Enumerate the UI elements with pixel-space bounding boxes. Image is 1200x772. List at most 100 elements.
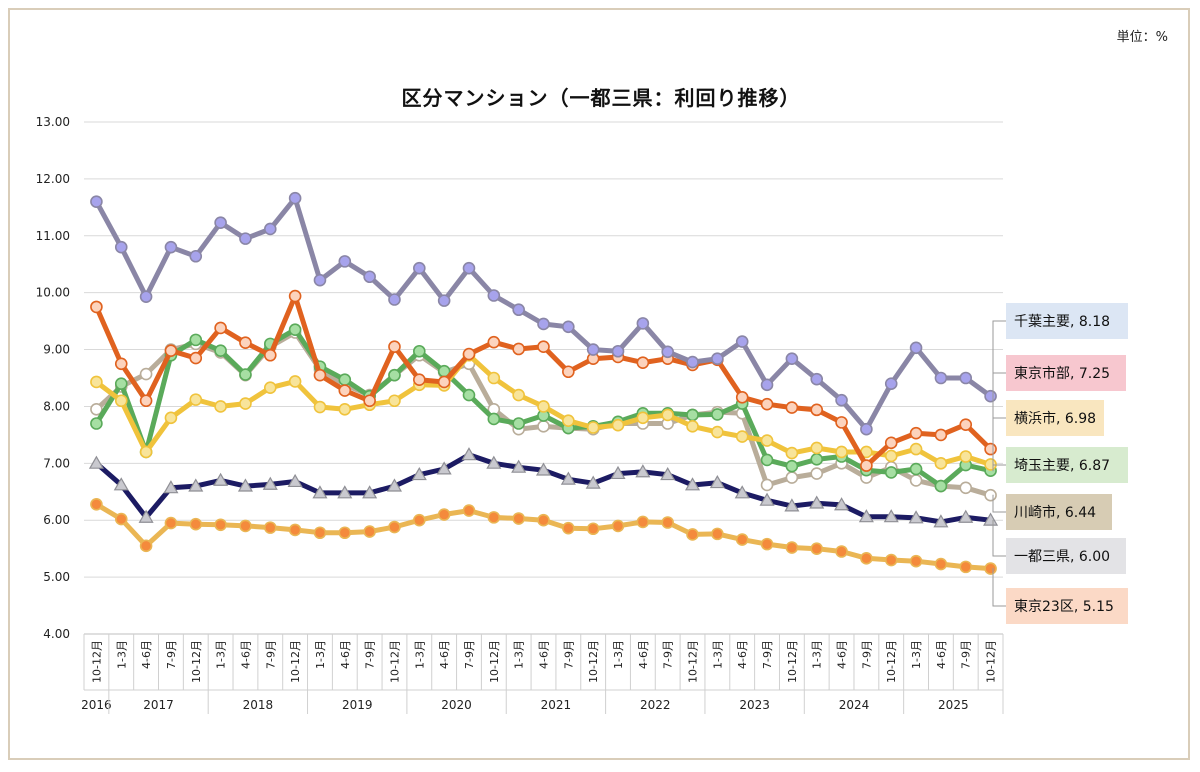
data-point xyxy=(214,344,227,357)
data-point xyxy=(810,441,824,455)
data-point xyxy=(984,562,997,575)
data-point xyxy=(263,348,277,362)
callout-label: 千葉主要, 8.18 xyxy=(1014,314,1110,330)
year-label: 2022 xyxy=(640,698,671,712)
data-point xyxy=(537,340,550,354)
data-point xyxy=(239,368,252,381)
callout-label: 東京市部, 7.25 xyxy=(1014,365,1110,382)
x-tick-label: 1-3月 xyxy=(513,640,526,669)
data-point xyxy=(189,393,203,406)
data-point xyxy=(635,464,651,478)
data-point xyxy=(686,408,699,422)
data-point xyxy=(809,495,825,509)
data-point xyxy=(263,381,277,394)
data-point xyxy=(189,333,203,347)
data-point xyxy=(163,480,179,494)
data-point xyxy=(958,509,974,523)
y-tick-label: 6.00 xyxy=(43,513,70,527)
x-tick-label: 4-6月 xyxy=(438,640,451,669)
data-point xyxy=(908,510,924,524)
callout-一都三県: 一都三県, 6.00 xyxy=(992,519,1126,574)
data-point xyxy=(413,373,426,387)
x-tick-label: 7-9月 xyxy=(264,640,277,669)
data-point xyxy=(611,418,625,432)
x-tick-label: 7-9月 xyxy=(860,640,873,669)
data-point xyxy=(860,552,873,565)
x-tick-label: 1-3月 xyxy=(413,640,426,669)
data-point xyxy=(983,512,999,526)
data-point xyxy=(636,356,650,369)
x-tick-label: 10-12月 xyxy=(488,640,501,683)
data-point xyxy=(735,430,749,443)
data-point xyxy=(835,445,848,459)
data-point xyxy=(288,191,302,205)
data-point xyxy=(636,411,650,425)
data-point xyxy=(462,261,476,275)
data-point xyxy=(288,323,302,336)
data-point xyxy=(934,557,948,571)
data-point xyxy=(735,533,749,546)
data-point xyxy=(338,384,352,397)
x-tick-label: 10-12月 xyxy=(985,640,998,683)
data-point xyxy=(934,457,948,470)
data-point xyxy=(338,402,352,416)
data-point xyxy=(436,461,452,475)
data-point xyxy=(760,397,774,411)
data-point xyxy=(486,455,502,469)
axes: 4.00 5.00 6.00 7.00 8.00 9.00 10.00 11.00 12.00 1… xyxy=(36,115,1004,714)
data-point xyxy=(660,467,676,481)
data-point xyxy=(785,541,799,554)
data-point xyxy=(90,402,103,416)
data-point xyxy=(363,394,376,408)
data-point xyxy=(984,488,997,502)
y-tick-label: 4.00 xyxy=(43,627,70,641)
data-point xyxy=(164,344,178,357)
data-point xyxy=(188,478,204,492)
callout-東京市部: 東京市部, 7.25 xyxy=(992,355,1126,450)
data-point xyxy=(363,525,376,538)
callout-leader xyxy=(992,568,1006,607)
data-point xyxy=(337,485,353,499)
callout-leader xyxy=(992,519,1006,557)
data-point xyxy=(263,521,277,534)
data-point xyxy=(562,414,575,427)
data-point xyxy=(537,513,550,527)
series-line xyxy=(93,195,994,432)
data-point xyxy=(760,434,774,447)
data-point xyxy=(487,335,501,349)
callout-leader xyxy=(992,494,1006,513)
x-tick-label: 4-6月 xyxy=(239,640,252,669)
data-point xyxy=(535,462,552,476)
data-point xyxy=(686,528,699,541)
data-point xyxy=(90,300,103,314)
data-point xyxy=(237,478,253,492)
data-point xyxy=(537,420,550,433)
data-point xyxy=(586,343,600,356)
data-point xyxy=(189,351,203,365)
x-tick-label: 7-9月 xyxy=(662,640,675,669)
data-point xyxy=(661,408,674,422)
callout-box xyxy=(1006,447,1128,483)
data-point xyxy=(711,425,724,439)
data-point xyxy=(189,517,203,531)
callout-label: 一都三県, 6.00 xyxy=(1014,549,1110,565)
x-tick-label: 4-6月 xyxy=(538,640,551,669)
data-point xyxy=(586,522,600,536)
data-point xyxy=(611,519,625,533)
data-point xyxy=(288,375,302,388)
data-point xyxy=(686,355,699,369)
data-point xyxy=(90,195,103,208)
data-point xyxy=(760,537,774,551)
callout-label: 川崎市, 6.44 xyxy=(1014,504,1096,521)
x-tick-label: 7-9月 xyxy=(165,640,178,669)
data-point xyxy=(437,375,451,389)
series-一都三県 xyxy=(88,447,999,528)
year-label: 2016 xyxy=(81,698,112,712)
data-point xyxy=(711,527,724,541)
x-tick-label: 4-6月 xyxy=(736,640,749,669)
data-point xyxy=(189,249,203,263)
data-point xyxy=(661,345,674,359)
x-tick-label: 4-6月 xyxy=(140,640,153,669)
callout-box xyxy=(1006,538,1126,574)
data-point xyxy=(313,400,327,414)
